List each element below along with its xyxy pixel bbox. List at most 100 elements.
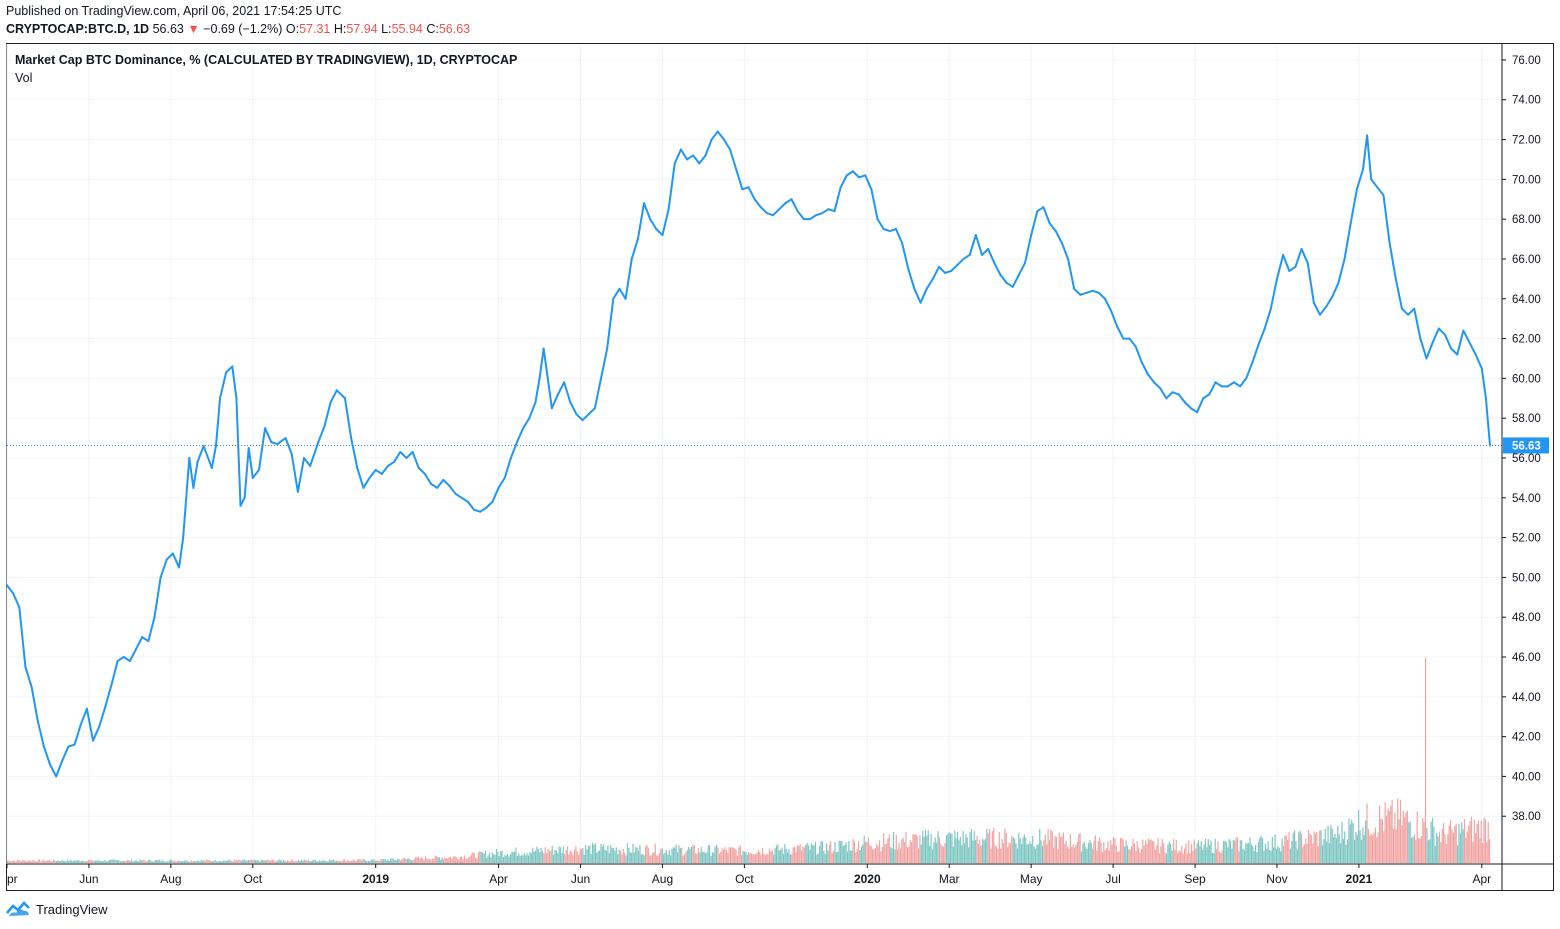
volume-bar xyxy=(1484,819,1487,863)
price-line-segment xyxy=(542,347,549,380)
volume-bar xyxy=(465,858,467,863)
volume-bar xyxy=(87,860,89,863)
legend-title[interactable]: Market Cap BTC Dominance, % (CALCULATED … xyxy=(15,53,518,67)
price-line-segment xyxy=(350,437,359,469)
volume-bar xyxy=(1156,845,1158,863)
price-line-segment xyxy=(1462,329,1471,344)
y-tick-label: 72.00 xyxy=(1512,135,1541,147)
volume-bar xyxy=(548,851,551,863)
volume-bar xyxy=(1300,833,1303,863)
volume-bar xyxy=(1078,834,1080,863)
volume-bar xyxy=(1447,834,1449,863)
volume-bar xyxy=(82,860,84,863)
price-line-segment xyxy=(61,745,70,762)
volume-bar xyxy=(1282,846,1285,863)
legend-volume[interactable]: Vol xyxy=(15,71,33,85)
volume-bar xyxy=(1463,819,1466,863)
volume-bar xyxy=(991,831,993,863)
volume-bar xyxy=(398,858,400,863)
symbol-name[interactable]: CRYPTOCAP:BTC.D, 1D xyxy=(6,22,150,36)
price-line-segment xyxy=(202,445,213,469)
volume-bar xyxy=(774,848,776,863)
volume-bar xyxy=(252,860,254,863)
price-line-segment xyxy=(1146,373,1156,384)
volume-bar xyxy=(1444,834,1446,863)
volume-bar xyxy=(1394,812,1396,863)
volume-bar xyxy=(342,859,344,863)
price-line-segment xyxy=(753,198,762,209)
volume-bar xyxy=(1064,843,1066,863)
volume-bar xyxy=(1324,829,1326,863)
price-line-segment xyxy=(550,393,560,410)
volume-bar xyxy=(183,860,186,863)
price-line-segment xyxy=(557,381,566,396)
volume-bar xyxy=(1178,850,1180,863)
volume-bar xyxy=(558,846,560,863)
volume-bar xyxy=(1482,842,1484,863)
price-line-segment xyxy=(907,267,916,290)
volume-bar xyxy=(1144,840,1147,863)
volume-bar xyxy=(1261,837,1264,863)
volume-bar xyxy=(1151,840,1154,863)
volume-bar xyxy=(1363,834,1365,863)
volume-bar xyxy=(117,860,119,863)
volume-bar xyxy=(600,843,602,863)
price-line-segment xyxy=(1060,242,1070,260)
volume-bar xyxy=(632,843,634,863)
volume-bar xyxy=(856,848,858,863)
volume-bar xyxy=(204,860,206,863)
volume-bar xyxy=(788,849,790,863)
price-line-segment xyxy=(1468,341,1477,356)
volume-bar xyxy=(39,859,41,863)
low-label: L: xyxy=(381,22,392,36)
price-line-segment xyxy=(827,208,836,213)
last-price-tag xyxy=(1503,437,1549,454)
volume-bar xyxy=(807,845,810,863)
price-line-segment xyxy=(1042,206,1051,225)
volume-bar xyxy=(83,861,85,863)
volume-bar xyxy=(554,849,556,863)
volume-bar xyxy=(819,846,821,863)
volume-bar xyxy=(987,833,989,863)
volume-bar xyxy=(731,846,733,863)
volume-bar xyxy=(820,841,822,863)
volume-bar xyxy=(905,832,907,863)
volume-bar xyxy=(57,860,59,863)
volume-bar xyxy=(884,844,886,863)
volume-bar xyxy=(1327,825,1329,863)
volume-bar xyxy=(1139,852,1141,863)
volume-bar xyxy=(390,858,392,863)
price-line-segment xyxy=(329,389,338,404)
volume-bar xyxy=(299,861,301,863)
volume-bar xyxy=(1092,848,1094,863)
volume-bar xyxy=(331,860,333,863)
volume-bar xyxy=(1458,823,1460,863)
price-line-segment xyxy=(1306,261,1315,304)
price-line-segment xyxy=(698,154,707,165)
price-line-segment xyxy=(876,218,885,231)
price-line-segment xyxy=(722,138,732,151)
volume-bar xyxy=(916,836,918,863)
volume-bar xyxy=(217,861,219,863)
volume-bar xyxy=(348,860,350,863)
volume-bar xyxy=(579,848,581,863)
volume-bar xyxy=(408,858,410,863)
y-tick-label: 70.00 xyxy=(1512,174,1541,186)
volume-bar xyxy=(955,838,957,863)
x-tick-label: Jul xyxy=(1105,872,1120,886)
open-value: 57.31 xyxy=(299,22,331,36)
price-line-segment xyxy=(747,186,756,201)
volume-bar xyxy=(151,861,154,863)
volume-bar xyxy=(714,846,716,863)
price-line-segment xyxy=(257,427,267,471)
footer-brand[interactable]: TradingView xyxy=(6,901,108,917)
price-line-segment xyxy=(765,212,775,217)
volume-bar xyxy=(353,860,356,863)
volume-bar xyxy=(200,859,202,863)
volume-bar xyxy=(1285,835,1287,863)
volume-bar xyxy=(539,852,541,863)
volume-bar xyxy=(154,860,156,863)
volume-bar xyxy=(507,854,509,863)
price-line-segment xyxy=(962,253,971,260)
